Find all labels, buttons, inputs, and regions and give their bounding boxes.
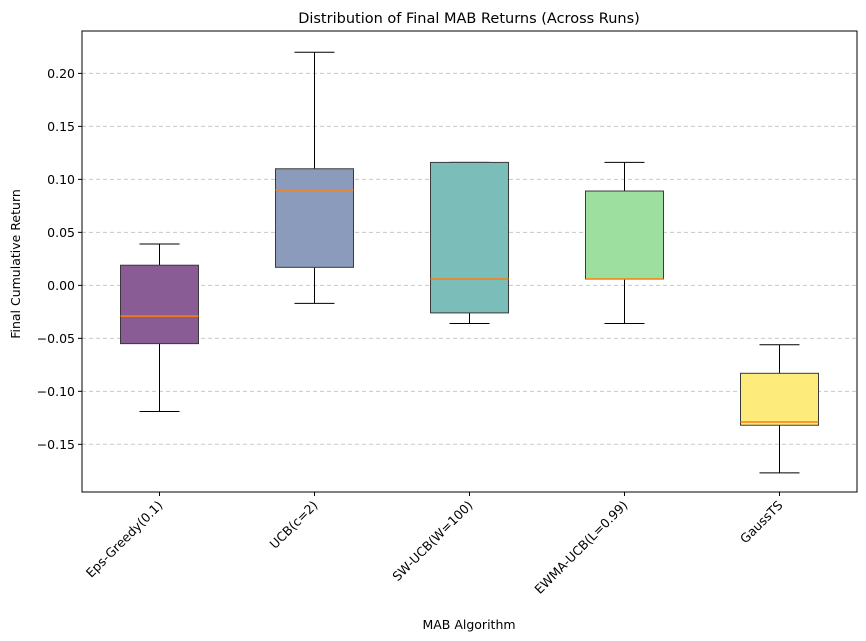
y-tick-label: −0.10 (37, 384, 75, 399)
y-tick-label: 0.15 (47, 119, 75, 134)
box-iqr (275, 168, 354, 268)
y-tick-label: 0.20 (47, 66, 75, 81)
y-tick-label: 0.10 (47, 172, 75, 187)
x-tick-label: Eps-Greedy(0.1) (83, 498, 166, 581)
x-tick-label: EWMA-UCB(L=0.99) (531, 498, 630, 597)
box-group (740, 344, 819, 474)
chart-title: Distribution of Final MAB Returns (Acros… (298, 11, 640, 27)
y-axis-ticks: −0.15 −0.10 −0.05 0.00 0.05 0.10 0.15 0.20 (37, 66, 82, 452)
y-tick-label: −0.15 (37, 437, 75, 452)
x-axis-label: MAB Algorithm (422, 617, 515, 632)
box-group (275, 51, 354, 304)
box-iqr (120, 264, 199, 345)
x-tick-label: UCB(c=2) (267, 498, 321, 552)
x-axis-ticks: Eps-Greedy(0.1) UCB(c=2) SW-UCB(W=100) EWMA… (83, 492, 786, 597)
y-axis-label: Final Cumulative Return (8, 189, 23, 339)
x-tick-label: GaussTS (737, 497, 786, 546)
box-iqr (430, 161, 509, 314)
box-group (120, 243, 199, 412)
box-group (585, 161, 664, 324)
box-iqr (585, 190, 664, 280)
x-tick-label: SW-UCB(W=100) (389, 498, 475, 584)
boxes (120, 51, 819, 474)
y-tick-label: 0.00 (47, 278, 75, 293)
box-group (430, 161, 509, 324)
box-iqr (740, 372, 819, 426)
y-tick-label: 0.05 (47, 225, 75, 240)
y-tick-label: −0.05 (37, 331, 75, 346)
